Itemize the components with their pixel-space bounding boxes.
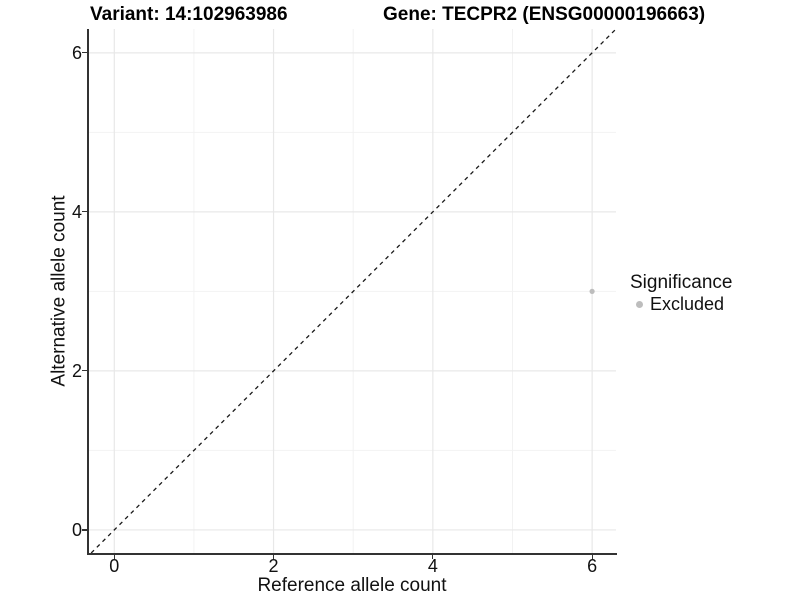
x-tick-mark <box>272 555 275 559</box>
identity-dashed-line <box>90 28 617 554</box>
y-tick-label: 6 <box>71 42 82 63</box>
legend-item-excluded: Excluded <box>630 295 732 313</box>
x-tick-mark <box>113 555 115 559</box>
legend: Significance Excluded <box>630 272 732 313</box>
y-axis-title: Alternative allele count <box>48 195 70 387</box>
y-tick-label: 4 <box>71 201 82 222</box>
x-axis-title: Reference allele count <box>257 575 447 596</box>
x-tick-label: 4 <box>427 556 438 576</box>
y-tick-label: 2 <box>71 360 82 381</box>
y-tick-mark <box>82 529 87 531</box>
y-tick-label: 0 <box>71 519 82 540</box>
y-tick-mark <box>82 211 87 213</box>
x-tick-label: 6 <box>587 556 598 576</box>
x-tick-mark <box>432 555 434 559</box>
plot-panel <box>88 28 617 554</box>
legend-point-icon <box>635 300 643 308</box>
y-axis-line <box>86 29 89 555</box>
plot-title-gene: Gene: TECPR2 (ENSG00000196663) <box>383 4 706 25</box>
y-tick-mark <box>82 370 87 372</box>
data-point-excluded <box>589 288 595 294</box>
x-tick-label: 2 <box>268 556 279 576</box>
x-tick-label: 0 <box>109 556 120 576</box>
plot-title-variant: Variant: 14:102963986 <box>90 4 288 25</box>
legend-key-box <box>630 295 648 313</box>
x-axis-line <box>86 553 617 555</box>
x-tick-mark <box>591 555 593 559</box>
legend-item-label: Excluded <box>650 294 725 314</box>
y-tick-mark <box>82 52 87 54</box>
legend-title: Significance <box>630 272 733 293</box>
plot-area-svg <box>88 28 617 554</box>
